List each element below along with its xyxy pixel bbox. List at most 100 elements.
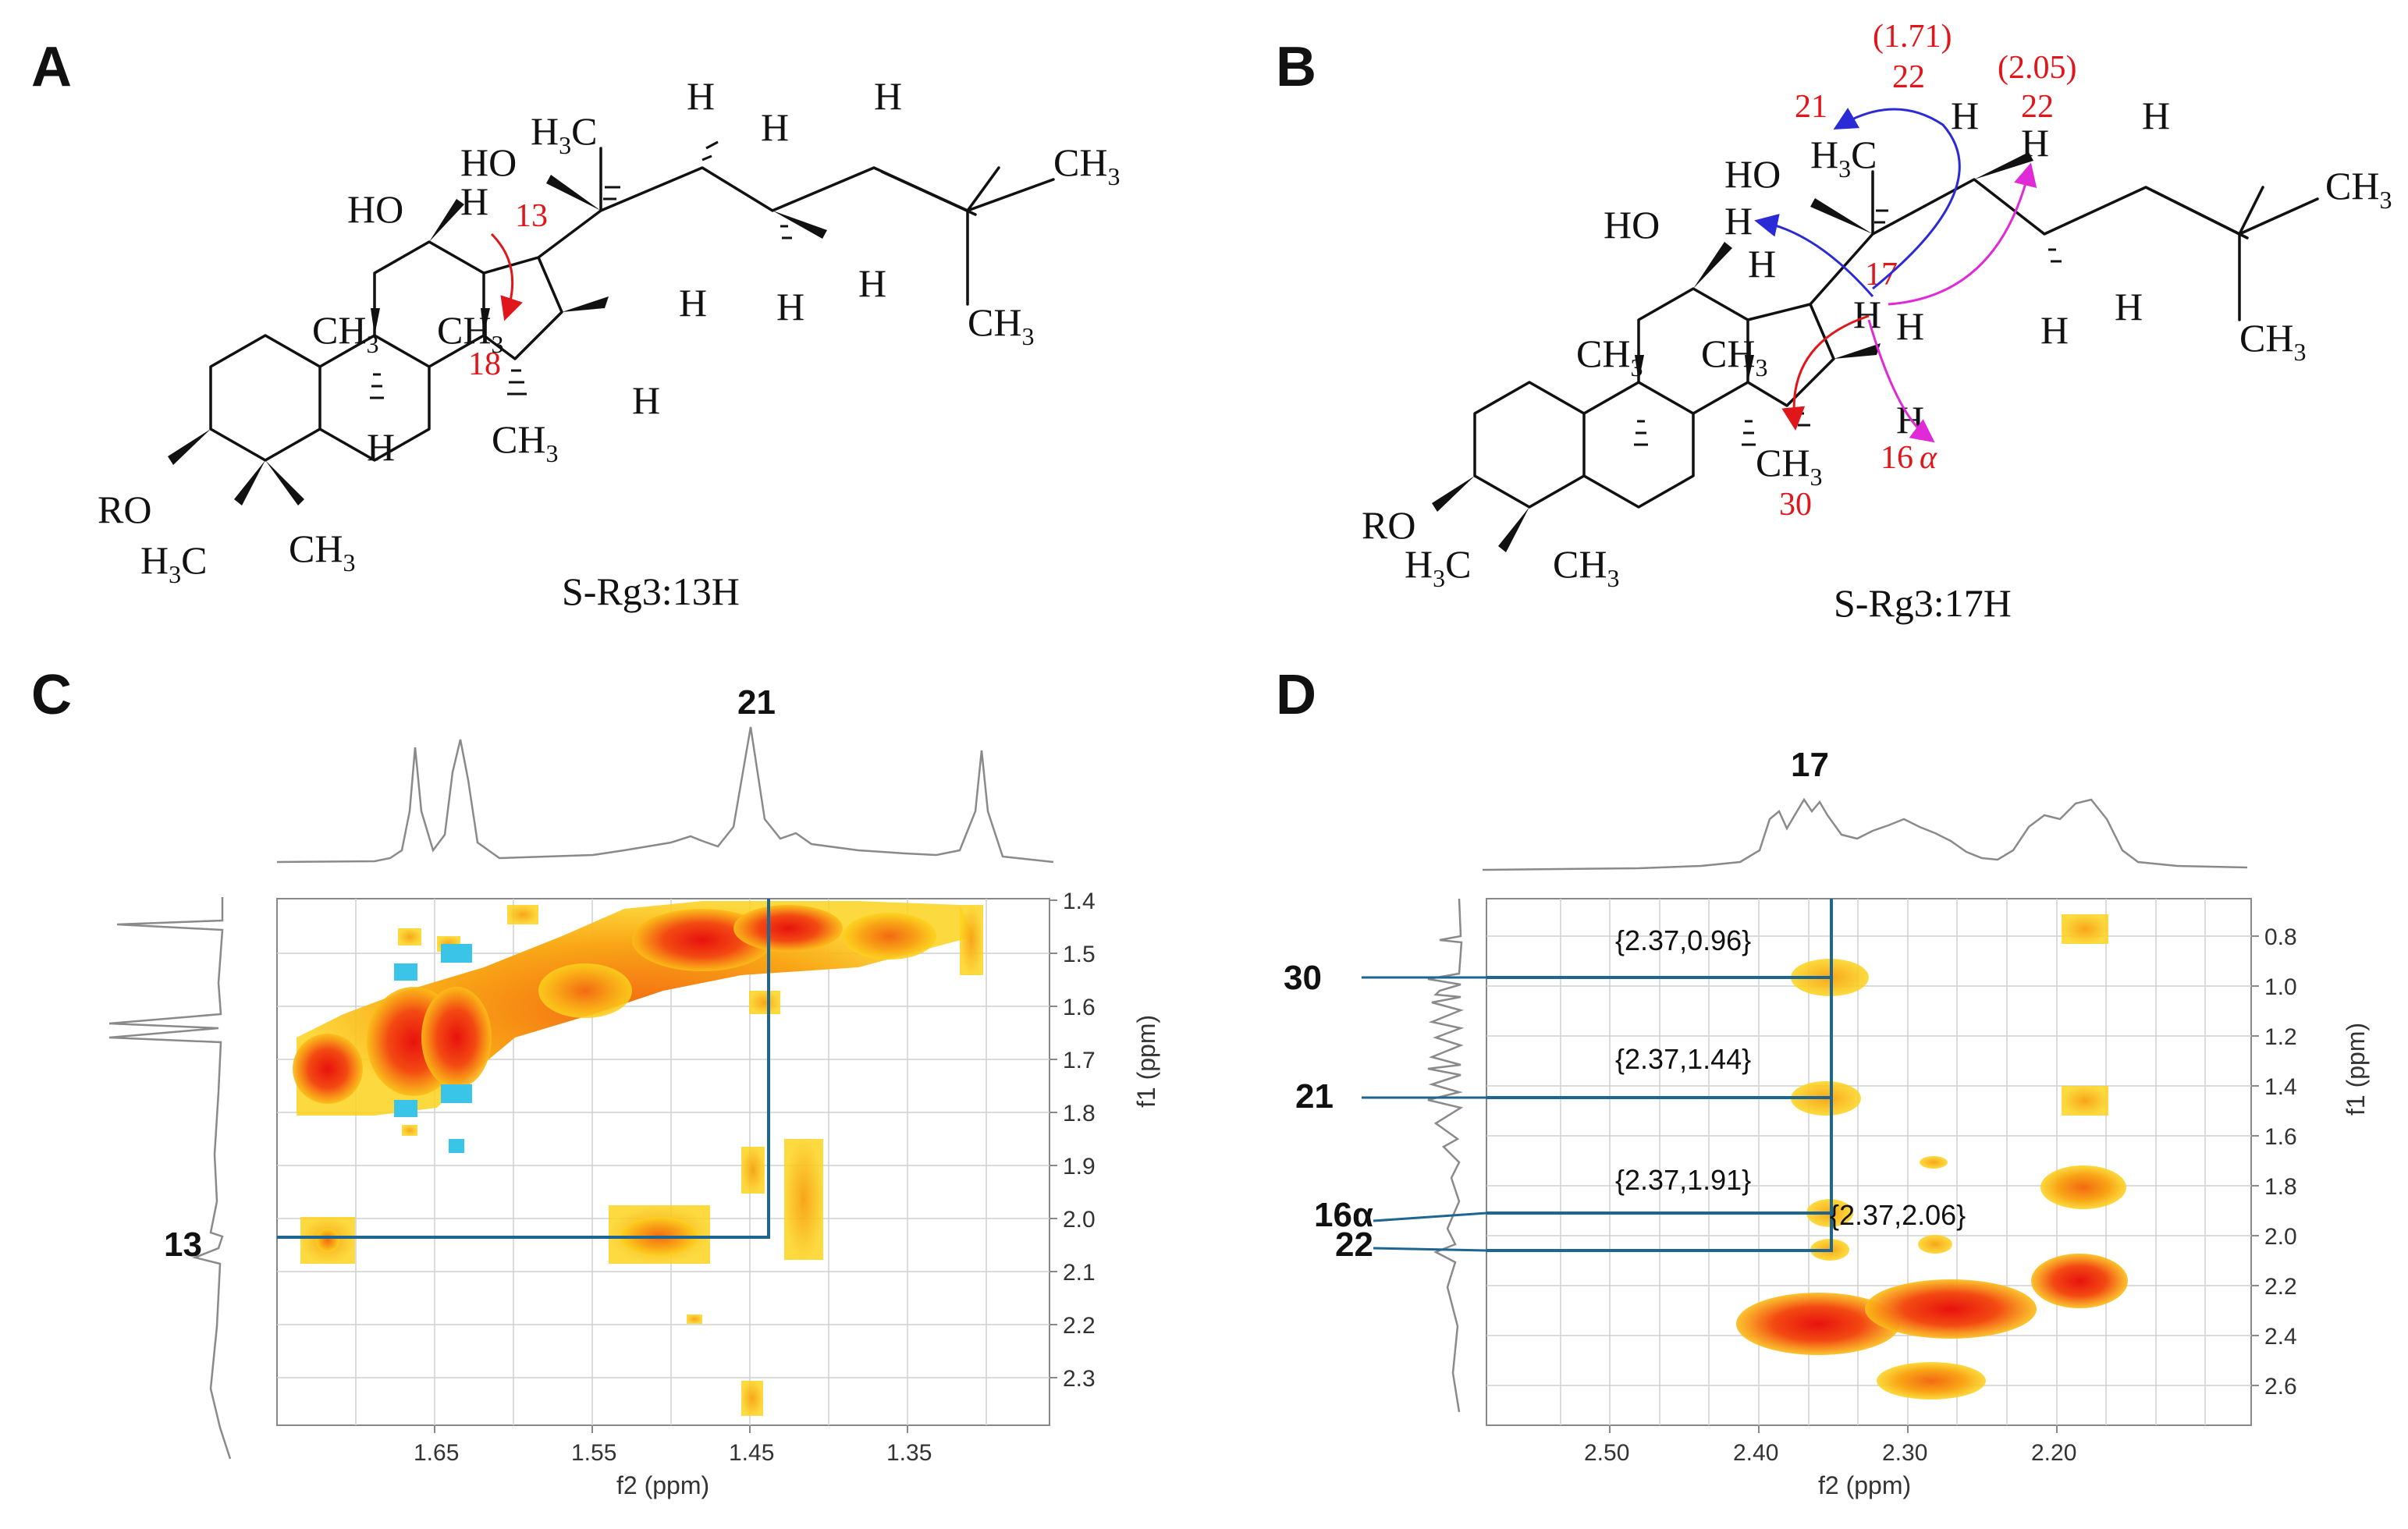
svg-text:2.0: 2.0: [1063, 1207, 1096, 1233]
y-axis-d: 0.8 1.0 1.2 1.4 1.6 1.8 2.0 2.2 2.4 2.6 …: [2251, 924, 2370, 1400]
svg-text:CH3: CH3: [1756, 441, 1822, 491]
svg-text:H: H: [2142, 94, 2170, 137]
contours-d: [1736, 914, 2128, 1400]
svg-text:H: H: [858, 261, 886, 305]
guide-lines-d: [1362, 899, 1833, 1252]
panel-letter-d: D: [1276, 664, 1316, 726]
svg-text:H: H: [632, 378, 660, 422]
svg-text:RO: RO: [98, 488, 151, 531]
annotations-d: {2.37,0.96} {2.37,1.44} {2.37,1.91} {2.3…: [1615, 924, 1966, 1231]
panel-d: D 17: [1276, 664, 2370, 1499]
panel-letter-a: A: [31, 36, 72, 98]
panel-letter-b: B: [1276, 36, 1316, 98]
svg-text:(2.05): (2.05): [1998, 50, 2076, 86]
svg-text:16α: 16α: [1881, 440, 1937, 476]
guide-line-c: [277, 899, 770, 1239]
left-spectrum-d: [1427, 898, 1465, 1413]
left-peak-labels-d: 30 21 16α 22: [1284, 959, 1373, 1264]
svg-text:17: 17: [1865, 257, 1898, 293]
svg-text:CH3: CH3: [437, 308, 503, 358]
annotation-2: {2.37,1.44}: [1615, 1043, 1751, 1075]
svg-text:1.2: 1.2: [2264, 1024, 2297, 1050]
caption-b: S-Rg3:17H: [1834, 581, 2012, 625]
svg-text:21: 21: [1795, 89, 1827, 125]
svg-text:1.6: 1.6: [1063, 995, 1096, 1020]
svg-text:HO: HO: [347, 187, 403, 231]
svg-text:H: H: [1724, 199, 1753, 243]
svg-text:2.1: 2.1: [1063, 1260, 1096, 1286]
x-axis-title-d: f2 (ppm): [1818, 1471, 1911, 1499]
svg-text:1.4: 1.4: [2264, 1074, 2297, 1100]
svg-text:2.3: 2.3: [1063, 1366, 1096, 1392]
svg-text:CH3: CH3: [2239, 316, 2306, 366]
annotation-4: {2.37,2.06}: [1830, 1199, 1966, 1231]
svg-text:HO: HO: [460, 140, 517, 184]
svg-text:CH3: CH3: [1053, 140, 1120, 190]
svg-text:1.35: 1.35: [886, 1440, 932, 1466]
top-spectrum-c: [276, 726, 1054, 864]
svg-text:H: H: [460, 179, 488, 223]
svg-text:CH3: CH3: [1553, 542, 1619, 592]
svg-text:1.5: 1.5: [1063, 942, 1096, 967]
svg-text:0.8: 0.8: [2264, 924, 2297, 950]
y-axis-title-d: f1 (ppm): [2342, 1023, 2370, 1116]
svg-text:H: H: [1853, 293, 1881, 336]
svg-text:21: 21: [1295, 1077, 1334, 1116]
svg-text:H: H: [761, 105, 789, 149]
svg-text:2.4: 2.4: [2264, 1324, 2297, 1350]
svg-text:30: 30: [1779, 487, 1812, 523]
svg-text:H: H: [2115, 285, 2143, 328]
svg-text:1.8: 1.8: [1063, 1101, 1096, 1126]
svg-text:1.8: 1.8: [2264, 1174, 2297, 1200]
svg-text:16α: 16α: [1314, 1196, 1373, 1234]
svg-text:2.6: 2.6: [2264, 1374, 2297, 1400]
svg-text:22: 22: [1892, 59, 1925, 95]
svg-text:H3C: H3C: [531, 109, 597, 159]
svg-text:(1.71): (1.71): [1873, 19, 1952, 55]
x-axis-d: 2.50 2.40 2.30 2.20 f2 (ppm): [1584, 1425, 2076, 1499]
svg-text:2.50: 2.50: [1584, 1440, 1629, 1466]
svg-text:13: 13: [515, 198, 548, 234]
y-axis-c: 1.4 1.5 1.6 1.7 1.8 1.9 2.0 2.1 2.2 2.3 …: [1050, 889, 1160, 1392]
svg-text:1.45: 1.45: [729, 1440, 774, 1466]
annotation-1: {2.37,0.96}: [1615, 924, 1751, 956]
caption-a: S-Rg3:13H: [562, 569, 740, 613]
svg-text:H: H: [367, 425, 395, 469]
svg-text:CH3: CH3: [289, 527, 355, 576]
svg-text:H: H: [2021, 121, 2049, 165]
svg-text:30: 30: [1284, 959, 1322, 997]
svg-text:H: H: [1896, 304, 1924, 348]
svg-text:1.0: 1.0: [2264, 974, 2297, 1000]
svg-text:2.0: 2.0: [2264, 1224, 2297, 1250]
svg-text:CH3: CH3: [492, 417, 558, 467]
svg-text:CH3: CH3: [1701, 332, 1767, 381]
x-axis-title-c: f2 (ppm): [616, 1471, 709, 1499]
svg-text:H: H: [1748, 242, 1776, 286]
svg-text:22: 22: [1335, 1226, 1373, 1264]
svg-text:RO: RO: [1362, 503, 1415, 547]
annotation-3: {2.37,1.91}: [1615, 1164, 1751, 1196]
svg-text:H: H: [2040, 308, 2069, 352]
svg-text:H: H: [776, 285, 804, 328]
y-axis-title-c: f1 (ppm): [1132, 1015, 1160, 1108]
svg-text:1.4: 1.4: [1063, 889, 1096, 914]
svg-text:H: H: [1951, 94, 1979, 137]
svg-text:CH3: CH3: [968, 300, 1034, 350]
labels-a: H3C HO HO H 13 18 CH3 CH3 CH3 H H H H H …: [98, 74, 1120, 588]
structure-b: [1432, 152, 2319, 552]
structure-a: [168, 140, 1055, 506]
panel-letter-c: C: [31, 664, 72, 726]
plot-frame-c: [276, 898, 1050, 1426]
panel-a: A: [31, 36, 1120, 613]
svg-text:HO: HO: [1604, 203, 1660, 247]
svg-text:H3C: H3C: [140, 538, 207, 588]
top-peak-label-d: 17: [1791, 746, 1829, 784]
svg-text:2.30: 2.30: [1882, 1440, 1927, 1466]
svg-text:1.65: 1.65: [414, 1440, 459, 1466]
svg-text:1.9: 1.9: [1063, 1154, 1096, 1180]
panel-b: B: [1276, 19, 2392, 625]
top-peak-label-c: 21: [737, 683, 776, 722]
svg-text:CH3: CH3: [1576, 332, 1643, 381]
svg-text:2.40: 2.40: [1733, 1440, 1778, 1466]
